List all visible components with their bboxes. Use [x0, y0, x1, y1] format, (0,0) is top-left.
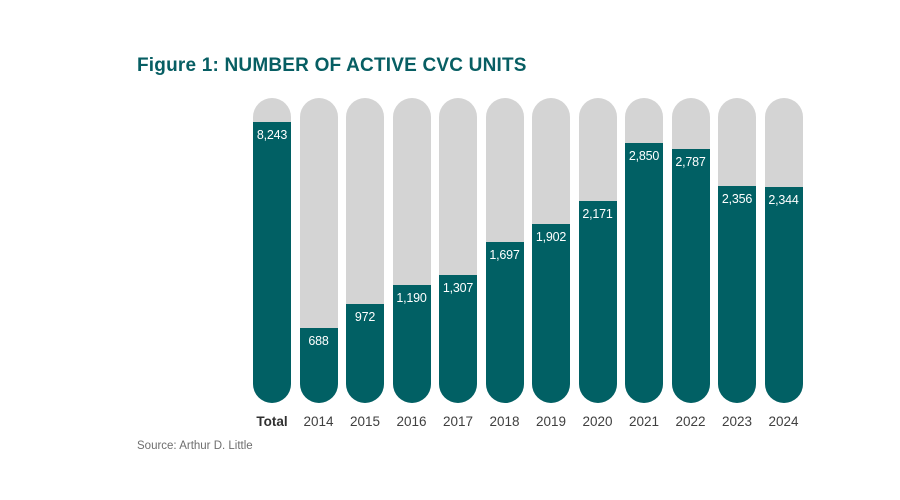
bar-column-total: 8,243 Total: [253, 98, 291, 429]
bar-column-2024: 2,344 2024: [764, 98, 803, 429]
bar-column-2020: 2,171 2020: [578, 98, 617, 429]
axis-label-2020: 2020: [582, 414, 613, 429]
source-note: Source: Arthur D. Little: [137, 440, 253, 452]
bar-value-label-2017: 1,307: [442, 281, 474, 296]
bar-fill-2021: 2,850: [625, 143, 663, 403]
bar-track-2022: 2,787: [671, 98, 710, 403]
bar-column-2022: 2,787 2022: [671, 98, 710, 429]
bar-value-label-total: 8,243: [256, 128, 288, 142]
bar-track-total: 8,243: [253, 98, 291, 403]
bar-column-2016: 1,190 2016: [392, 98, 431, 429]
bar-track-2014: 688: [299, 98, 338, 403]
bar-column-2015: 972 2015: [346, 98, 384, 429]
bar-column-2014: 688 2014: [299, 98, 338, 429]
bar-fill-2023: 2,356: [718, 185, 756, 403]
bar-value-label-2023: 2,356: [721, 191, 753, 206]
axis-label-2019: 2019: [535, 414, 567, 429]
bar-fill-2014: 688: [299, 328, 338, 403]
bar-value-label-2022: 2,787: [675, 154, 706, 169]
bar-fill-2020: 2,171: [578, 201, 617, 403]
bar-chart: 8,243 Total 688 2014 972 2015 1,190 2016 1,307 20…: [253, 98, 803, 429]
bar-column-2021: 2,850 2021: [625, 98, 663, 429]
bar-column-2017: 1,307 2017: [439, 98, 477, 429]
bar-fill-2016: 1,190: [392, 285, 431, 403]
bar-track-2023: 2,356: [718, 98, 756, 403]
axis-label-2024: 2024: [768, 414, 799, 429]
axis-label-2022: 2022: [675, 414, 706, 429]
axis-label-2021: 2021: [628, 414, 660, 429]
bar-value-label-2018: 1,697: [489, 247, 520, 262]
bar-column-2019: 1,902 2019: [532, 98, 570, 429]
axis-label-2023: 2023: [721, 414, 753, 429]
axis-label-2015: 2015: [349, 414, 381, 429]
bar-value-label-2014: 688: [308, 334, 329, 349]
bar-column-2018: 1,697 2018: [485, 98, 524, 429]
bar-track-2020: 2,171: [578, 98, 617, 403]
bar-fill-total: 8,243: [253, 122, 291, 403]
bar-value-label-2024: 2,344: [768, 192, 799, 207]
bar-fill-2022: 2,787: [671, 148, 710, 403]
bar-fill-2019: 1,902: [532, 224, 570, 403]
axis-label-2014: 2014: [303, 414, 334, 429]
bar-track-2016: 1,190: [392, 98, 431, 403]
bar-value-label-2015: 972: [354, 309, 376, 324]
bar-value-label-2020: 2,171: [582, 207, 613, 222]
bar-fill-2015: 972: [346, 303, 384, 403]
bar-track-2021: 2,850: [625, 98, 663, 403]
bar-value-label-2021: 2,850: [628, 149, 660, 164]
bar-value-label-2019: 1,902: [535, 230, 567, 245]
axis-label-total: Total: [256, 414, 288, 429]
axis-label-2018: 2018: [489, 414, 520, 429]
bar-track-2017: 1,307: [439, 98, 477, 403]
bar-track-2024: 2,344: [764, 98, 803, 403]
bar-track-2019: 1,902: [532, 98, 570, 403]
bar-value-label-2016: 1,190: [396, 291, 427, 306]
bar-fill-2024: 2,344: [764, 186, 803, 403]
bar-track-2015: 972: [346, 98, 384, 403]
bar-fill-2018: 1,697: [485, 241, 524, 403]
bar-track-2018: 1,697: [485, 98, 524, 403]
bar-fill-2017: 1,307: [439, 275, 477, 403]
figure-title: Figure 1: NUMBER OF ACTIVE CVC UNITS: [137, 55, 527, 76]
axis-label-2017: 2017: [442, 414, 474, 429]
axis-label-2016: 2016: [396, 414, 427, 429]
bar-column-2023: 2,356 2023: [718, 98, 756, 429]
